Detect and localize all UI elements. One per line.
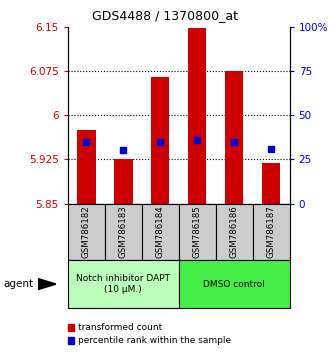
Text: GSM786187: GSM786187 (267, 205, 276, 258)
Bar (188, 28, 207, 204)
Bar (225, 71, 243, 204)
Text: GSM786183: GSM786183 (119, 205, 128, 258)
Bar (179, 204, 216, 260)
Bar (114, 159, 132, 204)
Text: GSM786186: GSM786186 (230, 205, 239, 258)
Bar (105, 204, 142, 260)
Text: GSM786182: GSM786182 (82, 205, 91, 258)
Bar (179, 260, 290, 308)
Text: GSM786184: GSM786184 (156, 205, 165, 258)
Text: transformed count: transformed count (78, 323, 162, 332)
Bar (77, 130, 96, 204)
Bar (216, 204, 253, 260)
Bar (68, 260, 179, 308)
Text: Notch inhibitor DAPT
(10 μM.): Notch inhibitor DAPT (10 μM.) (76, 274, 170, 294)
Bar (151, 77, 169, 204)
Bar (253, 204, 290, 260)
Text: agent: agent (3, 279, 33, 289)
Text: DMSO control: DMSO control (203, 280, 265, 289)
Bar (68, 204, 105, 260)
Text: GDS4488 / 1370800_at: GDS4488 / 1370800_at (92, 9, 239, 22)
Bar (262, 164, 280, 204)
Polygon shape (38, 279, 56, 290)
Text: percentile rank within the sample: percentile rank within the sample (78, 336, 231, 345)
Text: GSM786185: GSM786185 (193, 205, 202, 258)
Bar (142, 204, 179, 260)
